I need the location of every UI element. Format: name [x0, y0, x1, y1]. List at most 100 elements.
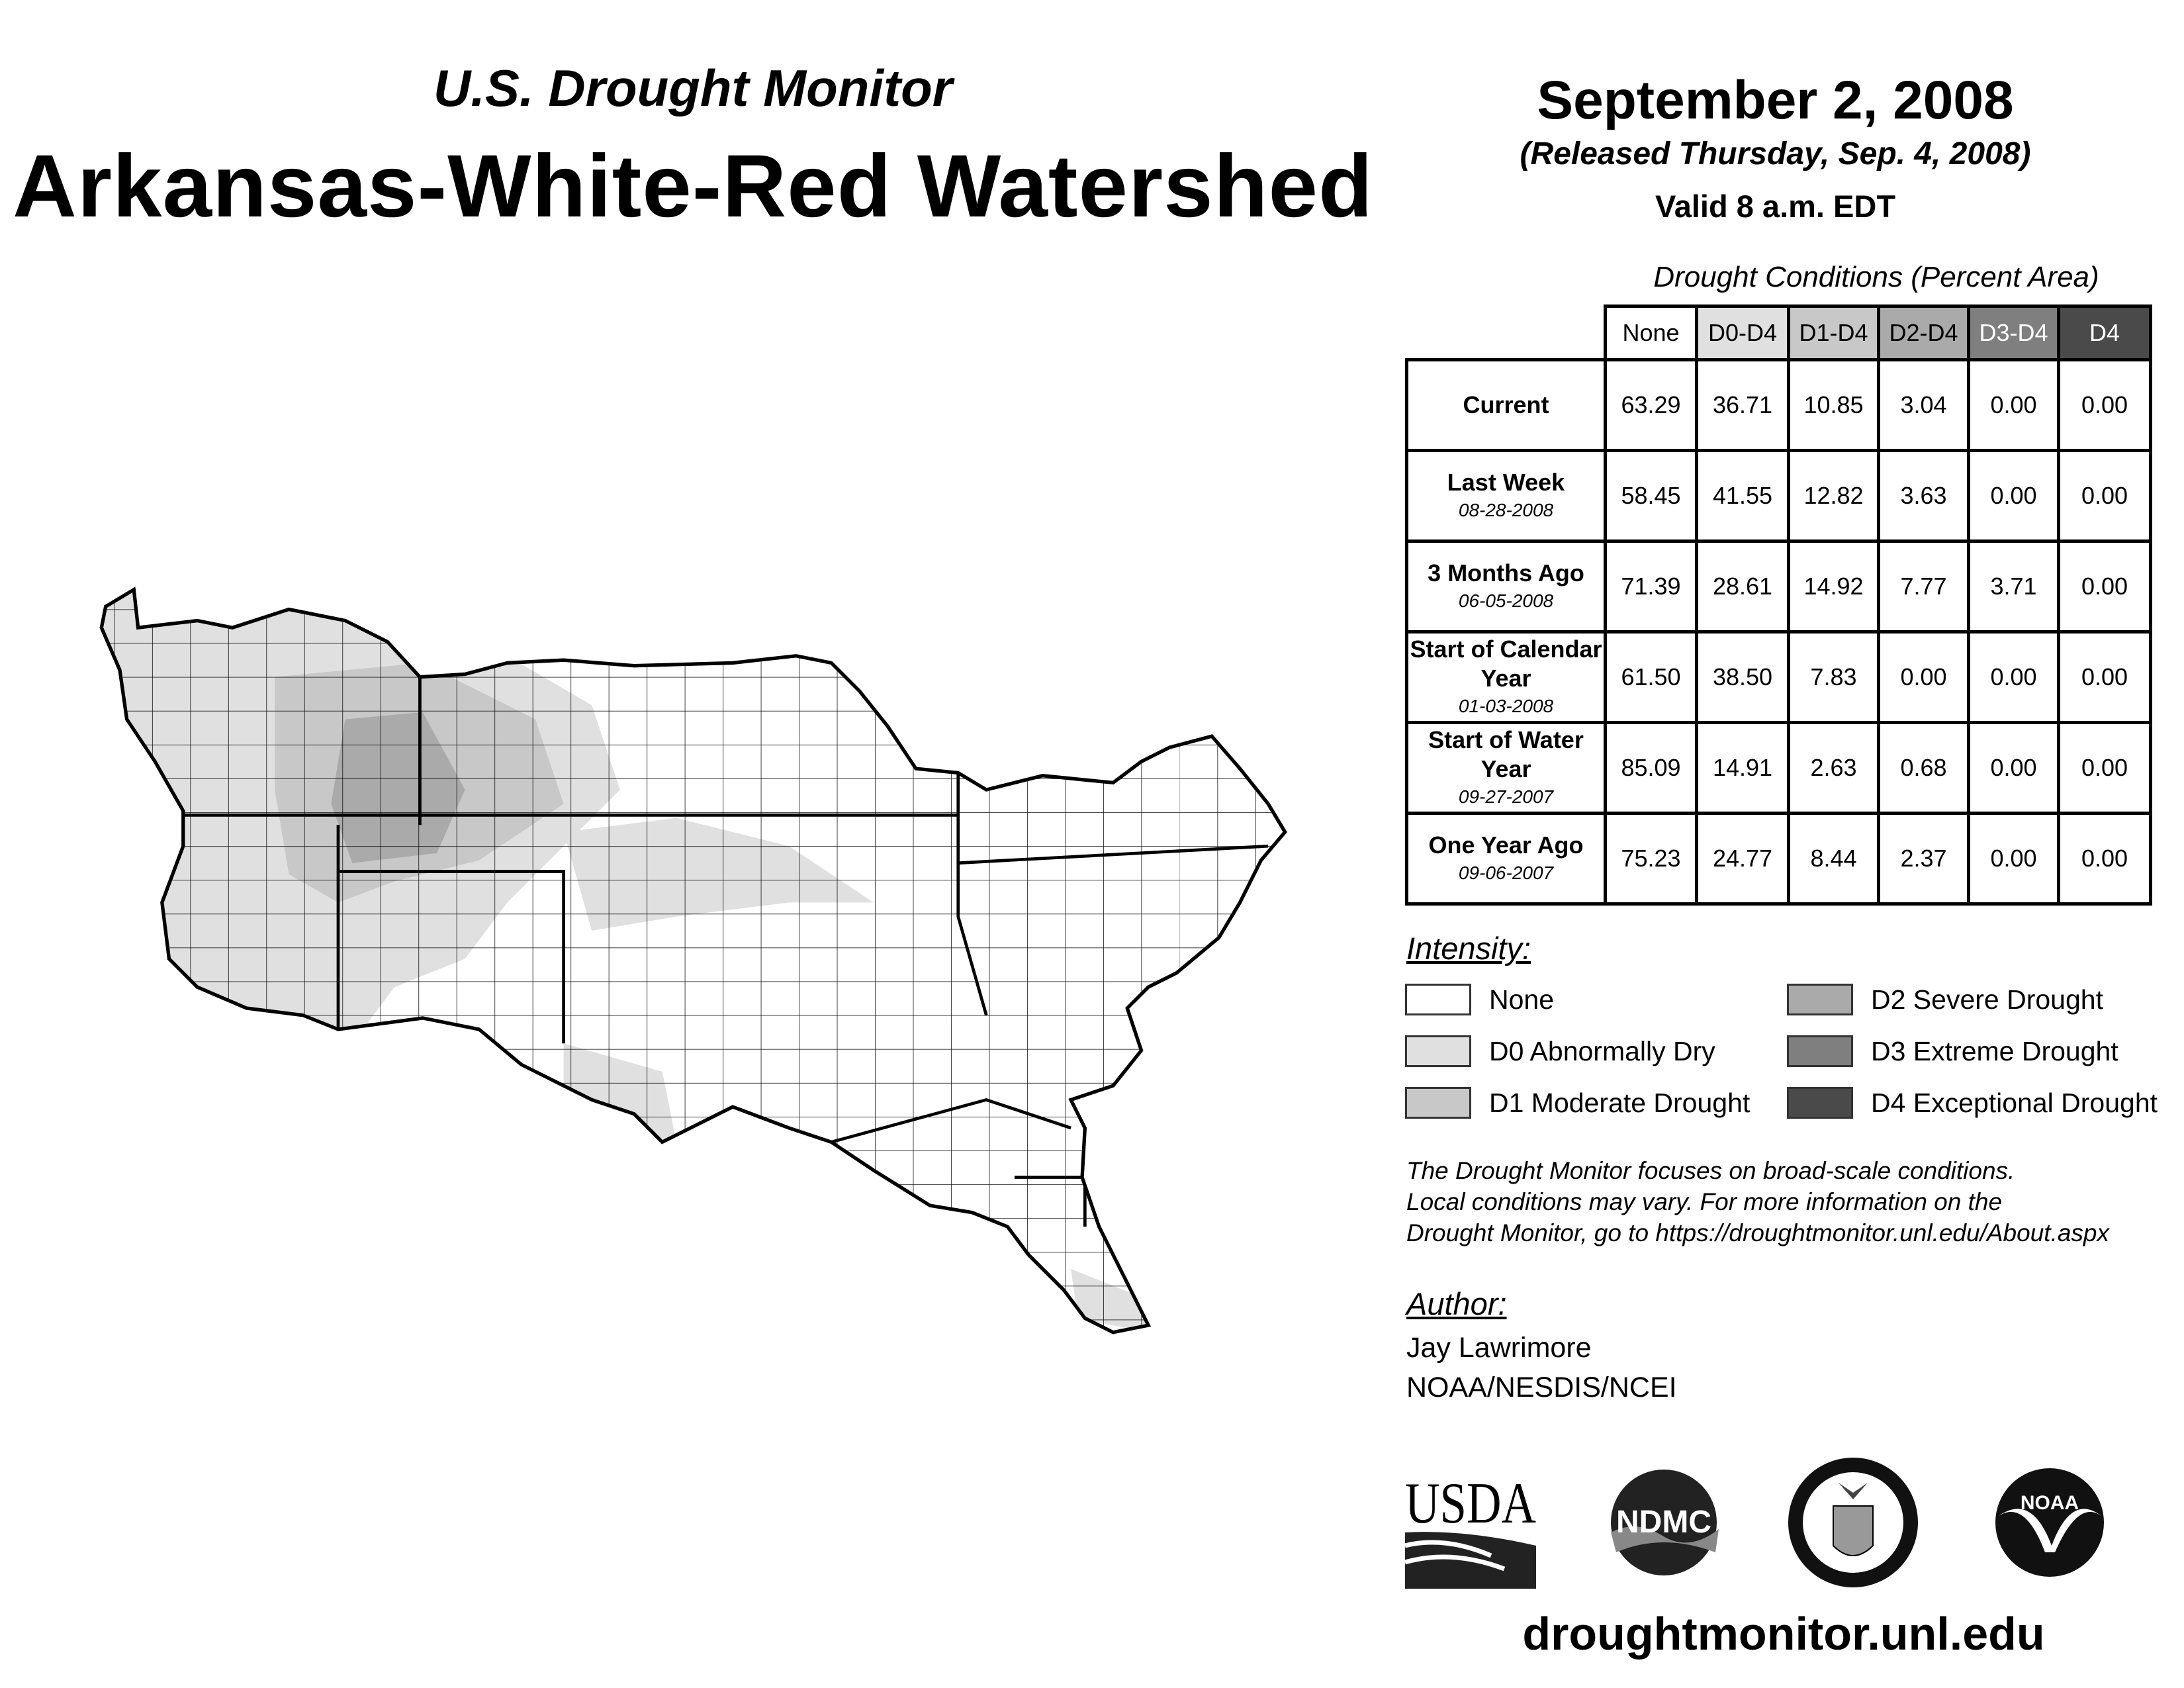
value-cell: 0.00	[1967, 630, 2060, 724]
author-title: Author:	[1406, 1286, 1507, 1321]
value-cell: 24.77	[1695, 812, 1790, 906]
column-header-d2-d4: D2-D4	[1877, 305, 1970, 361]
value-cell: 3.04	[1877, 358, 1970, 452]
value-cell: 41.55	[1695, 449, 1790, 543]
column-header-d1-d4: D1-D4	[1787, 305, 1880, 361]
row-label: One Year Ago	[1428, 831, 1584, 859]
value-cell: 0.00	[1967, 449, 2060, 543]
noaa-logo: NOAA	[1995, 1468, 2104, 1577]
department-of-commerce-seal	[1788, 1458, 1918, 1587]
row-label-cell: Start of Calendar Year 01-03-2008	[1405, 630, 1607, 724]
value-cell: 38.50	[1695, 630, 1790, 724]
value-cell: 0.00	[1877, 630, 1970, 724]
value-cell: 3.71	[1967, 539, 2060, 633]
value-cell: 8.44	[1787, 812, 1880, 906]
value-cell: 75.23	[1604, 812, 1698, 906]
legend-label: D4 Exceptional Drought	[1871, 1088, 2158, 1118]
row-label: Start of Water Year	[1428, 726, 1584, 782]
ndmc-logo: NDMC	[1611, 1470, 1719, 1575]
value-cell: 2.63	[1787, 721, 1880, 815]
map-title: Arkansas-White-Red Watershed	[13, 137, 1373, 236]
value-cell: 7.83	[1787, 630, 1880, 724]
value-cell: 12.82	[1787, 449, 1880, 543]
value-cell: 0.00	[1967, 721, 2060, 815]
value-cell: 63.29	[1604, 358, 1698, 452]
usda-logo: USDA	[1405, 1472, 1536, 1589]
website-link[interactable]: droughtmonitor.unl.edu	[1522, 1608, 2045, 1660]
legend-title: Intensity:	[1406, 931, 1531, 966]
table-row: Current 63.29 36.71 10.85 3.04 0.00 0.00	[1405, 358, 2152, 452]
value-cell: 0.00	[2057, 358, 2152, 452]
row-label-cell: 3 Months Ago 06-05-2008	[1405, 539, 1607, 633]
table-row: Last Week 08-28-2008 58.45 41.55 12.82 3.63 0.…	[1405, 449, 2152, 543]
table-row: One Year Ago 09-06-2007 75.23 24.77 8.44 2.37…	[1405, 812, 2152, 906]
legend-label: D0 Abnormally Dry	[1489, 1036, 1715, 1066]
value-cell: 3.63	[1877, 449, 1970, 543]
legend-swatch	[1405, 984, 1471, 1015]
author-org: NOAA/NESDIS/NCEI	[1406, 1372, 1677, 1403]
value-cell: 14.92	[1787, 539, 1880, 633]
legend-label: D2 Severe Drought	[1871, 984, 2103, 1015]
value-cell: 2.37	[1877, 812, 1970, 906]
value-cell: 36.71	[1695, 358, 1790, 452]
row-label-cell: Current	[1405, 358, 1607, 452]
value-cell: 10.85	[1787, 358, 1880, 452]
legend-swatch	[1787, 984, 1853, 1015]
column-header-none: None	[1604, 305, 1698, 361]
row-date: 09-27-2007	[1458, 786, 1554, 807]
value-cell: 58.45	[1604, 449, 1698, 543]
legend-label: D1 Moderate Drought	[1489, 1088, 1751, 1118]
drought-conditions-table: None D0-D4 D1-D4 D2-D4 D3-D4 D4 Current 63.29 3…	[1405, 305, 2152, 906]
row-label: Current	[1463, 391, 1549, 418]
row-date: 09-06-2007	[1458, 863, 1554, 883]
row-label: Last Week	[1447, 469, 1565, 496]
value-cell: 7.77	[1877, 539, 1970, 633]
table-row: Start of Calendar Year 01-03-2008 61.50 38.…	[1405, 630, 2152, 724]
value-cell: 28.61	[1695, 539, 1790, 633]
column-header-d4: D4	[2057, 305, 2152, 361]
value-cell: 0.00	[2057, 721, 2152, 815]
legend-swatch	[1405, 1087, 1471, 1119]
author-name: Jay Lawrimore	[1406, 1332, 1592, 1364]
row-label: 3 Months Ago	[1428, 559, 1584, 586]
disclaimer-line-3: Drought Monitor, go to https://droughtmo…	[1406, 1219, 2109, 1246]
map-subtitle: U.S. Drought Monitor	[433, 59, 953, 117]
legend-swatch	[1787, 1035, 1853, 1067]
value-cell: 0.68	[1877, 721, 1970, 815]
column-header-d3-d4: D3-D4	[1967, 305, 2060, 361]
value-cell: 0.00	[2057, 449, 2152, 543]
row-label-cell: Last Week 08-28-2008	[1405, 449, 1607, 543]
legend-swatch	[1405, 1035, 1471, 1067]
column-header-d0-d4: D0-D4	[1695, 305, 1790, 361]
svg-text:NOAA: NOAA	[2021, 1492, 2079, 1514]
table-row: Start of Water Year 09-27-2007 85.09 14.91 2…	[1405, 721, 2152, 815]
row-date: 06-05-2008	[1458, 590, 1554, 611]
value-cell: 0.00	[2057, 539, 2152, 633]
release-date: (Released Thursday, Sep. 4, 2008)	[1520, 136, 2031, 171]
value-cell: 61.50	[1604, 630, 1698, 724]
value-cell: 0.00	[1967, 358, 2060, 452]
legend-label: D3 Extreme Drought	[1871, 1036, 2118, 1066]
row-label-cell: Start of Water Year 09-27-2007	[1405, 721, 1607, 815]
valid-time: Valid 8 a.m. EDT	[1655, 189, 1896, 224]
row-date: 01-03-2008	[1458, 696, 1554, 716]
legend-swatch	[1787, 1087, 1853, 1119]
disclaimer-line-1: The Drought Monitor focuses on broad-sca…	[1406, 1157, 2015, 1184]
disclaimer-line-2: Local conditions may vary. For more info…	[1406, 1188, 2003, 1215]
row-label: Start of Calendar Year	[1410, 635, 1602, 692]
value-cell: 0.00	[1967, 812, 2060, 906]
legend-label: None	[1489, 984, 1555, 1015]
row-date: 08-28-2008	[1458, 500, 1554, 520]
map-date: September 2, 2008	[1537, 70, 2014, 130]
value-cell: 14.91	[1695, 721, 1790, 815]
svg-text:NDMC: NDMC	[1616, 1505, 1711, 1540]
svg-text:USDA: USDA	[1405, 1472, 1536, 1536]
value-cell: 71.39	[1604, 539, 1698, 633]
table-header-row: None D0-D4 D1-D4 D2-D4 D3-D4 D4	[1406, 305, 2152, 361]
value-cell: 85.09	[1604, 721, 1698, 815]
value-cell: 0.00	[2057, 630, 2152, 724]
header-blank	[1406, 306, 1607, 361]
value-cell: 0.00	[2057, 812, 2152, 906]
table-caption: Drought Conditions (Percent Area)	[1653, 261, 2099, 293]
